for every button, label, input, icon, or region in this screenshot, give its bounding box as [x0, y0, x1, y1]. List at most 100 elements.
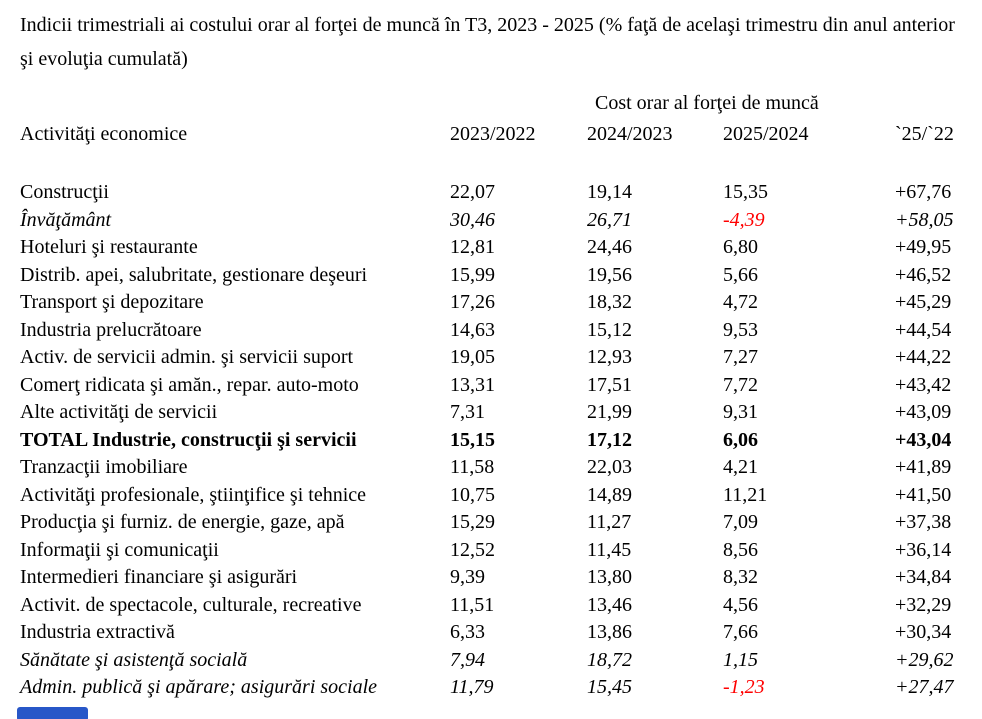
- value-cell-v1: 13,31: [450, 373, 495, 396]
- column-header-2025-2024: 2025/2024: [723, 123, 809, 145]
- value-cell-v4: +44,22: [895, 346, 952, 368]
- value-cell-v4: +44,54: [895, 318, 952, 341]
- value-cell-v2: 15,45: [587, 676, 632, 698]
- value-cell-v3: 6,80: [723, 236, 758, 258]
- value-cell-v3: 7,09: [723, 511, 758, 533]
- activity-label: Sănătate şi asistenţă socială: [20, 648, 248, 671]
- column-header-activitati-economice: Activităţi economice: [20, 123, 188, 145]
- value-cell-v2: 13,86: [587, 621, 632, 643]
- value-cell-v1: 6,33: [450, 621, 485, 643]
- value-cell-v1: 7,31: [450, 401, 485, 423]
- value-cell-v4: +43,09: [895, 401, 952, 423]
- value-cell-v3: 7,27: [723, 346, 758, 368]
- value-cell-v2: 24,46: [587, 236, 632, 258]
- value-cell-v1: 11,58: [450, 456, 495, 478]
- table-row: Construcţii 22,07 19,14 15,35 +67,76: [20, 179, 970, 207]
- activity-label: Producţia şi furniz. de energie, gaze, a…: [20, 511, 345, 533]
- value-cell-v1: 10,75: [450, 483, 495, 506]
- activity-label: Construcţii: [20, 181, 109, 203]
- value-cell-v4: +37,38: [895, 511, 952, 533]
- value-cell-v3: 7,72: [723, 373, 758, 396]
- value-cell-v4: +43,42: [895, 373, 952, 396]
- value-cell-v4: +29,62: [895, 648, 954, 671]
- value-cell-v2: 12,93: [587, 346, 632, 368]
- activity-label: Activ. de servicii admin. şi servicii su…: [20, 346, 354, 368]
- value-cell-v4: +58,05: [895, 208, 954, 231]
- activity-label: Alte activităţi de servicii: [20, 401, 218, 423]
- activity-label: Admin. publică şi apărare; asigurări soc…: [20, 676, 378, 698]
- column-header-2024-2023: 2024/2023: [587, 123, 673, 145]
- activity-label: Industria extractivă: [20, 621, 175, 643]
- value-cell-v1: 11,79: [450, 676, 494, 698]
- value-cell-v4: +41,50: [895, 483, 952, 506]
- table-row: Industria extractivă 6,33 13,86 7,66 +30,34: [20, 619, 970, 647]
- value-cell-v4: +27,47: [895, 676, 954, 698]
- value-cell-v4: +30,34: [895, 621, 952, 643]
- table-body: Construcţii 22,07 19,14 15,35 +67,76 Învăţămâ…: [20, 179, 970, 702]
- table-row: Distrib. apei, salubritate, gestionare d…: [20, 262, 970, 290]
- activity-label: Transport şi depozitare: [20, 291, 204, 313]
- value-cell-v3: -4,39: [723, 208, 765, 231]
- value-cell-v3: 9,53: [723, 318, 758, 341]
- value-cell-v3: 11,21: [723, 483, 768, 506]
- value-cell-v1: 15,15: [450, 428, 495, 451]
- value-cell-v2: 18,72: [587, 648, 632, 671]
- value-cell-v4: +41,89: [895, 456, 952, 478]
- value-cell-v2: 22,03: [587, 456, 632, 478]
- value-cell-v4: +45,29: [895, 291, 952, 313]
- activity-label: Activităţi profesionale, ştiinţifice şi …: [20, 483, 367, 506]
- value-cell-v2: 19,56: [587, 263, 632, 286]
- value-cell-v3: 1,15: [723, 648, 758, 671]
- activity-label: Industria prelucrătoare: [20, 318, 202, 341]
- value-cell-v1: 22,07: [450, 181, 495, 203]
- table-row: Transport şi depozitare 17,26 18,32 4,72 +45…: [20, 289, 970, 317]
- value-cell-v4: +46,52: [895, 263, 952, 286]
- table-row: Industria prelucrătoare 14,63 15,12 9,53 +44…: [20, 317, 970, 345]
- value-cell-v3: 7,66: [723, 621, 758, 643]
- value-cell-v3: 4,72: [723, 291, 758, 313]
- table-header-row: Activităţi economice 2023/2022 2024/2023…: [20, 123, 970, 146]
- activity-label: Intermedieri financiare şi asigurări: [20, 566, 298, 588]
- window-fragment-button[interactable]: [17, 707, 88, 719]
- value-cell-v2: 19,14: [587, 181, 632, 203]
- column-header-25-22: `25/`22: [895, 123, 954, 145]
- value-cell-v2: 14,89: [587, 483, 632, 506]
- value-cell-v2: 17,51: [587, 373, 632, 396]
- table-row: Intermedieri financiare şi asigurări 9,39…: [20, 564, 970, 592]
- value-cell-v4: +36,14: [895, 538, 952, 561]
- value-cell-v1: 11,51: [450, 593, 495, 616]
- value-cell-v2: 18,32: [587, 291, 632, 313]
- value-cell-v1: 14,63: [450, 318, 495, 341]
- value-cell-v1: 19,05: [450, 346, 495, 368]
- column-header-2023-2022: 2023/2022: [450, 123, 536, 145]
- document-title: Indicii trimestriali ai costului orar al…: [20, 14, 955, 70]
- table-row: Activ. de servicii admin. şi servicii su…: [20, 344, 970, 372]
- value-cell-v3: 15,35: [723, 181, 768, 203]
- table-row: TOTAL Industrie, construcţii şi servicii…: [20, 427, 970, 455]
- value-cell-v2: 15,12: [587, 318, 632, 341]
- value-cell-v3: 8,56: [723, 538, 758, 561]
- table-row: Comerţ ridicata şi amăn., repar. auto-mo…: [20, 372, 970, 400]
- value-cell-v3: 5,66: [723, 263, 758, 286]
- value-cell-v1: 12,52: [450, 538, 495, 561]
- table-row: Producţia şi furniz. de energie, gaze, a…: [20, 509, 970, 537]
- value-cell-v2: 17,12: [587, 428, 632, 451]
- value-cell-v2: 13,80: [587, 566, 632, 588]
- value-cell-v1: 12,81: [450, 236, 495, 258]
- value-cell-v4: +67,76: [895, 181, 952, 203]
- value-cell-v4: +49,95: [895, 236, 952, 258]
- table-row: Tranzacţii imobiliare 11,58 22,03 4,21 +41,8…: [20, 454, 970, 482]
- activity-label: Distrib. apei, salubritate, gestionare d…: [20, 263, 368, 286]
- value-cell-v3: 4,21: [723, 456, 758, 478]
- activity-label: Comerţ ridicata şi amăn., repar. auto-mo…: [20, 373, 359, 396]
- value-cell-v2: 26,71: [587, 208, 632, 231]
- activity-label: Activit. de spectacole, culturale, recre…: [20, 593, 362, 616]
- activity-label: Învăţământ: [20, 208, 112, 231]
- activity-label: Tranzacţii imobiliare: [20, 456, 188, 478]
- activity-label: Hoteluri şi restaurante: [20, 236, 198, 258]
- table-row: Hoteluri şi restaurante 12,81 24,46 6,80 +49…: [20, 234, 970, 262]
- value-cell-v2: 11,27: [587, 511, 632, 533]
- value-cell-v3: 4,56: [723, 593, 758, 616]
- value-cell-v1: 15,99: [450, 263, 495, 286]
